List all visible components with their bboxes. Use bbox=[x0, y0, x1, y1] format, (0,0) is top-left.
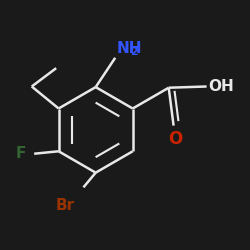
Text: 2: 2 bbox=[130, 47, 138, 57]
Text: Br: Br bbox=[56, 198, 75, 213]
Text: OH: OH bbox=[208, 79, 234, 94]
Text: NH: NH bbox=[116, 41, 142, 56]
Text: F: F bbox=[15, 146, 26, 161]
Text: O: O bbox=[168, 130, 182, 148]
